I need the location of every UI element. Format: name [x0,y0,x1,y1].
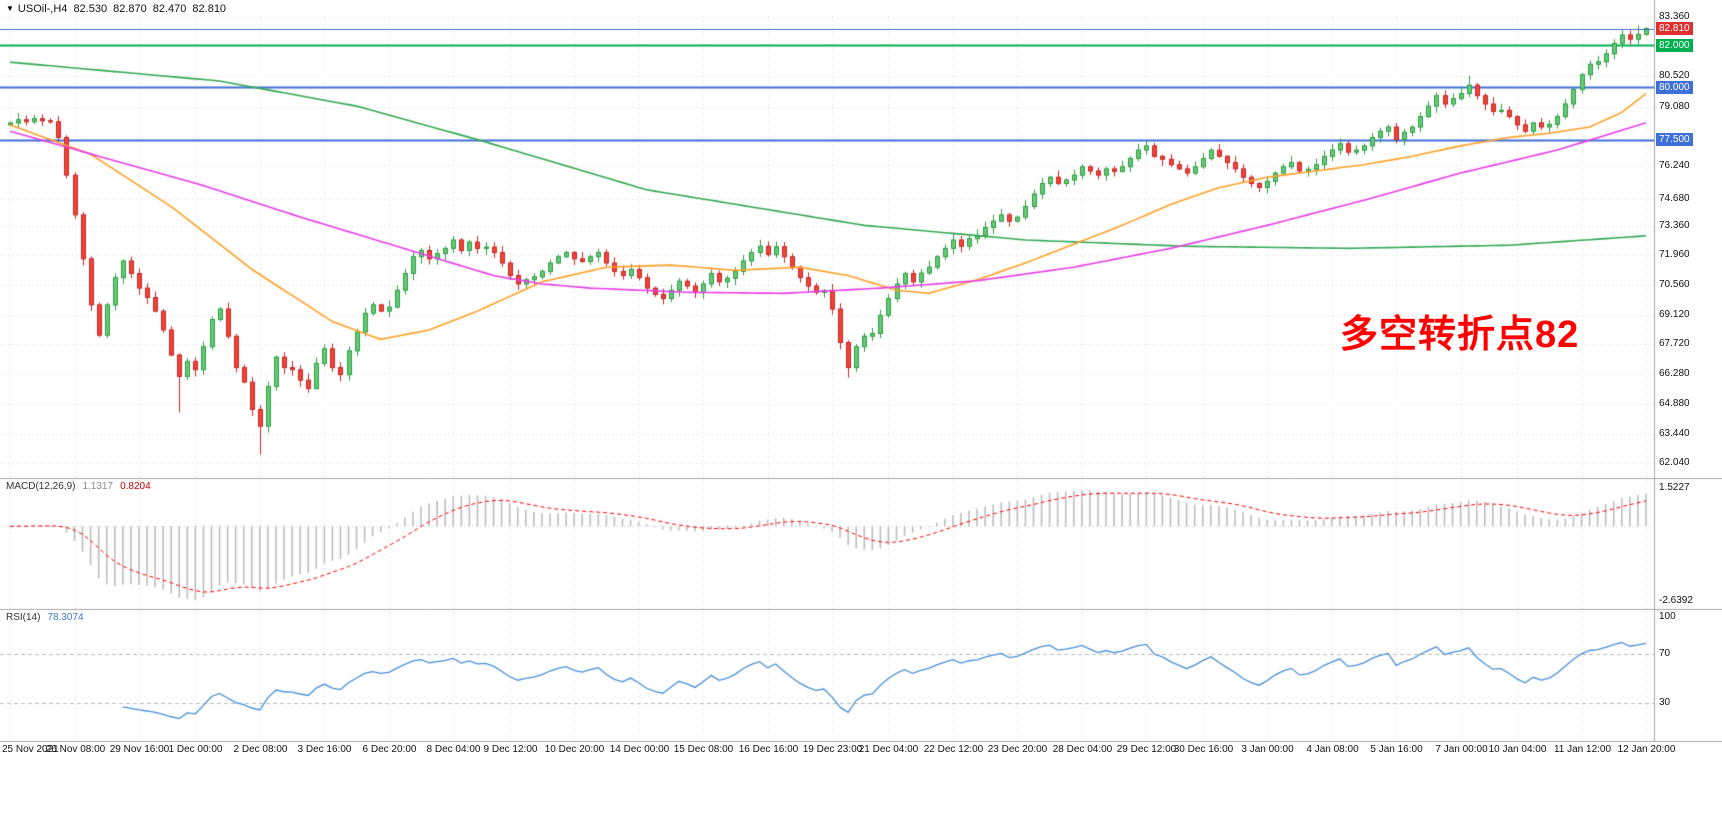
price-tick-label: 69.120 [1659,308,1690,320]
price-tick-label: 62.040 [1659,457,1690,468]
time-axis[interactable]: 25 Nov 2021 26 Nov 08:00 29 Nov 16:00 1 Dec… [0,744,1722,757]
time-axis-label: 5 Jan 16:00 [1370,744,1423,755]
price-tick-label: 80.520 [1659,70,1690,82]
bar-close-value: 82.810 [192,3,227,15]
time-axis-label: 10 Dec 20:00 [544,744,605,755]
time-axis-label: 8 Dec 04:00 [426,744,481,755]
macd-name: MACD(12,26,9) [6,481,76,492]
time-axis-label: 16 Dec 16:00 [738,744,799,755]
time-axis-label: 3 Jan 00:00 [1241,744,1294,755]
time-axis-label: 26 Nov 08:00 [45,744,106,755]
time-axis-label: 21 Dec 04:00 [858,744,919,755]
rsi-name: RSI(14) [6,612,41,623]
macd-axis-label: 1.5227 [1659,482,1690,493]
time-axis-label: 4 Jan 08:00 [1306,744,1359,755]
time-axis-label: 14 Dec 00:00 [609,744,670,755]
rsi-axis-label: 30 [1659,697,1671,709]
macd-main-value: 1.1317 [82,481,114,492]
time-axis-label: 29 Nov 16:00 [109,744,170,755]
time-axis-label: 12 Jan 20:00 [1617,744,1676,755]
time-axis-label: 9 Dec 12:00 [483,744,538,755]
price-tick-label: 73.360 [1659,220,1690,232]
price-tick-label: 64.880 [1659,397,1690,409]
price-tick-label: 66.280 [1659,368,1690,380]
bar-low-value: 82.470 [152,3,187,15]
time-axis-label: 3 Dec 16:00 [297,744,352,755]
rsi-axis-label: 100 [1659,611,1676,622]
time-axis-label: 10 Jan 04:00 [1488,744,1547,755]
rsi-axis-label: 70 [1659,647,1671,659]
price-tag-hline: 82.000 [1656,38,1693,52]
price-tag-hline: 80.000 [1656,80,1693,94]
macd-signal-value: 0.8204 [120,481,151,492]
macd-indicator-label: MACD(12,26,9) 1.1317 0.8204 [6,481,158,492]
price-tick-label: 70.560 [1659,278,1690,290]
macd-axis-label: -2.6392 [1659,595,1693,606]
time-axis-label: 30 Dec 16:00 [1173,744,1234,755]
price-tag-current-price: 82.810 [1656,22,1693,35]
price-tick-label: 76.240 [1659,159,1690,171]
bar-high-value: 82.870 [113,3,147,15]
price-tick-label: 63.440 [1659,427,1690,439]
rsi-indicator-label: RSI(14) 78.3074 [6,612,91,623]
time-axis-label: 11 Jan 12:00 [1553,744,1612,755]
price-tick-label: 67.720 [1659,338,1690,350]
time-axis-label: 1 Dec 00:00 [168,744,223,755]
collapse-arrow-icon[interactable]: ▼ [6,4,14,13]
time-axis-label: 22 Dec 12:00 [923,744,984,755]
time-axis-label: 7 Jan 00:00 [1435,744,1488,755]
price-tick-label: 79.080 [1659,100,1690,112]
time-axis-label: 28 Dec 04:00 [1052,744,1113,755]
symbol-period-label: USOil-,H4 [17,3,68,15]
symbol-header: ▼ USOil-,H4 82.530 82.870 82.470 82.810 [6,3,232,15]
price-tick-label: 83.360 [1659,11,1690,22]
time-axis-label: 25 Nov 2021 [2,744,59,755]
price-tag-hline: 77.500 [1656,133,1693,147]
time-axis-label: 23 Dec 20:00 [987,744,1048,755]
time-axis-label: 15 Dec 08:00 [673,744,734,755]
bar-open-value: 82.530 [73,3,108,15]
price-tick-label: 71.960 [1659,249,1690,261]
annotation-text: 多空转折点82 [1340,314,1580,356]
time-axis-label: 2 Dec 08:00 [233,744,288,755]
time-axis-label: 19 Dec 23:00 [802,744,863,755]
price-tick-label: 74.680 [1659,192,1690,204]
time-axis-label: 29 Dec 12:00 [1116,744,1177,755]
time-axis-label: 6 Dec 20:00 [362,744,417,755]
rsi-value: 78.3074 [47,612,84,623]
